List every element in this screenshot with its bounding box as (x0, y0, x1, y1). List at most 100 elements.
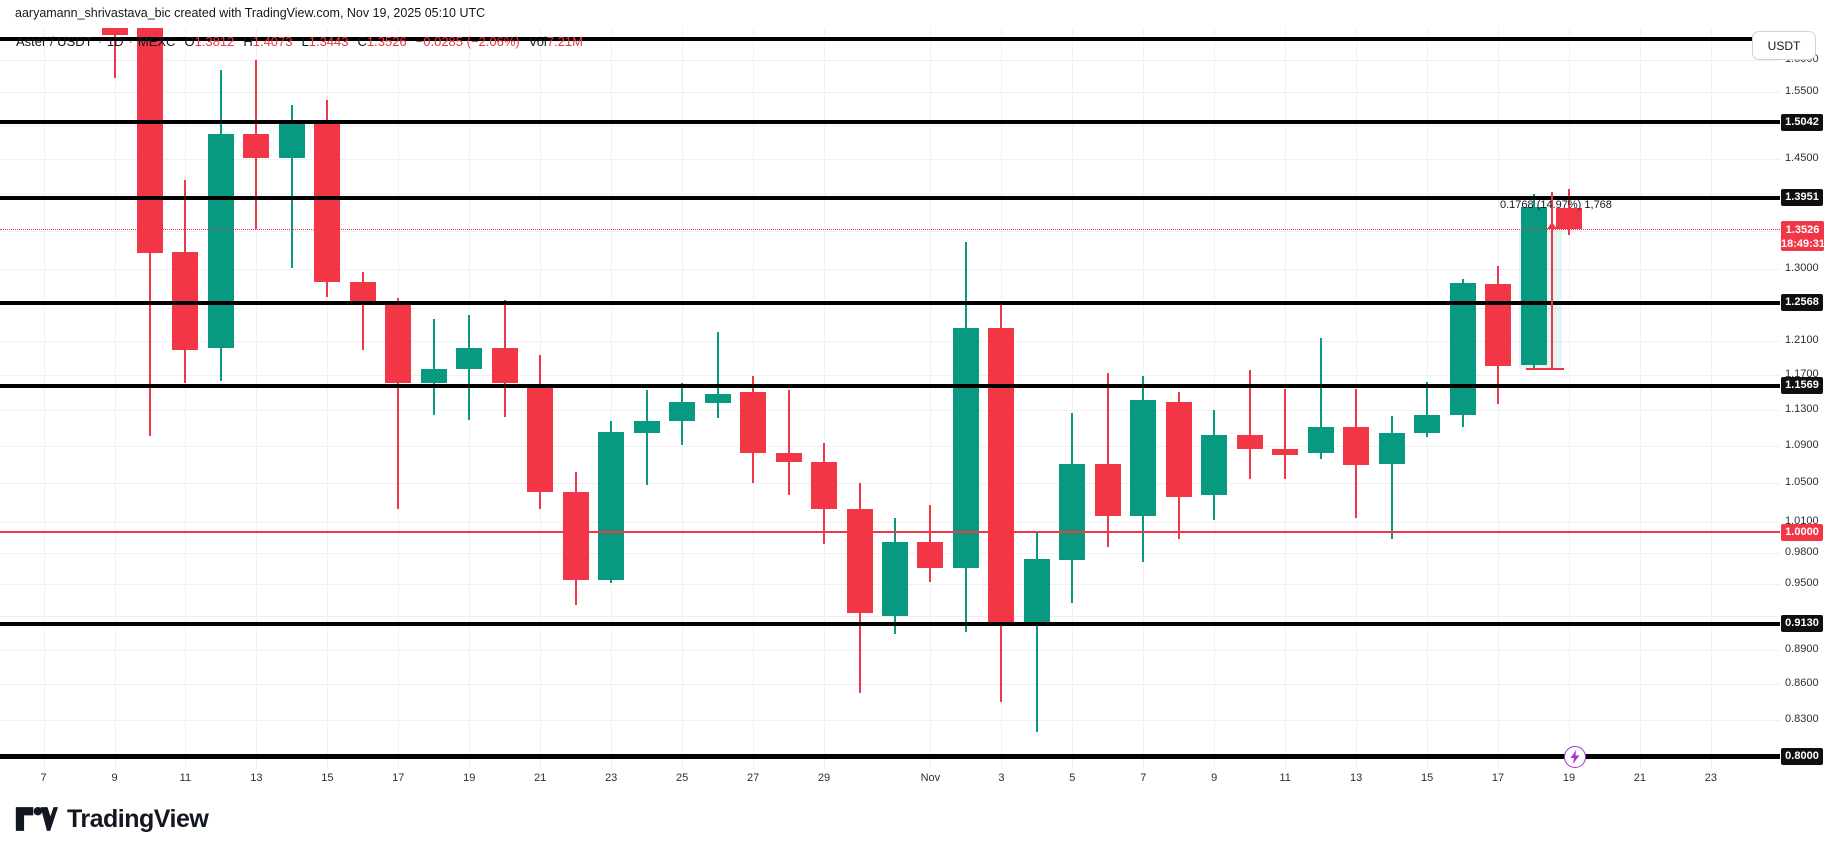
currency-toggle-button[interactable]: USDT (1752, 31, 1816, 60)
candle-body-Oct-22 (562, 492, 589, 580)
h-gridline (0, 308, 1780, 310)
candle-body-Nov-11 (1272, 448, 1299, 456)
candle-wick-Oct-24 (645, 390, 648, 486)
measure-label: 0.1768 (14.97%) 1,768 (1500, 199, 1612, 211)
candle-body-Nov-3 (988, 328, 1015, 623)
time-axis-label-25: 25 (675, 772, 689, 784)
legend-field-label: H (243, 34, 253, 49)
candle-wick-Oct-17 (397, 297, 400, 510)
legend-field-label: O (184, 34, 195, 49)
candle-wick-Nov-4 (1035, 533, 1038, 732)
legend-field-value: 1.3812 (194, 34, 235, 49)
time-axis-label-19: 19 (1562, 772, 1576, 784)
candle-wick-Nov-11 (1284, 389, 1287, 480)
top-attribution-bar: aaryamann_shrivastava_bic created with T… (0, 0, 1825, 28)
candle-body-Nov-9 (1201, 434, 1228, 495)
v-gridline (256, 28, 258, 769)
time-axis-label-13: 13 (250, 772, 263, 784)
time-axis-label-Nov: Nov (920, 772, 941, 784)
time-axis-label-15: 15 (321, 772, 334, 784)
measure-tool-baseline[interactable] (1526, 368, 1564, 371)
price-level-line-0.913[interactable] (0, 621, 1780, 626)
tradingview-logo-icon (15, 806, 58, 831)
tradingview-logo[interactable]: TradingView (14, 804, 209, 834)
price-axis-label-1.0900: 1.0900 (1785, 438, 1819, 451)
price-level-line-1.6337[interactable] (0, 37, 1780, 42)
price-axis-label-1.5500: 1.5500 (1785, 85, 1819, 97)
price-level-line-1.2568[interactable] (0, 300, 1780, 305)
v-gridline (185, 28, 187, 769)
v-gridline (1639, 28, 1641, 769)
time-axis-label-23: 23 (605, 772, 618, 784)
price-axis[interactable]: 1.60001.55001.45001.30001.21001.17001.13… (1780, 28, 1825, 769)
h-gridline (0, 268, 1780, 270)
lightning-icon[interactable] (1564, 746, 1586, 768)
h-gridline (0, 60, 1780, 62)
time-axis-label-7: 7 (40, 772, 47, 784)
price-axis-label-1.3000: 1.3000 (1785, 261, 1819, 274)
price-level-line-1.3951[interactable] (0, 195, 1780, 200)
time-axis-label-23: 23 (1704, 772, 1718, 784)
time-axis-label-17: 17 (392, 772, 405, 784)
candle-body-Oct-16 (349, 282, 376, 302)
candle-body-Oct-24 (633, 421, 660, 433)
time-axis-label-3: 3 (998, 772, 1005, 784)
candle-wick-Oct-18 (432, 318, 435, 415)
candle-body-Nov-2 (952, 328, 979, 569)
h-gridline (0, 719, 1780, 721)
candle-wick-Oct-14 (290, 105, 293, 268)
h-gridline (0, 91, 1780, 93)
candle-body-Oct-27 (740, 391, 767, 454)
candle-body-Oct-21 (527, 385, 554, 492)
price-level-line-red-1[interactable] (0, 531, 1780, 534)
chart-plot-area[interactable] (0, 28, 1780, 769)
price-level-line-1.1569[interactable] (0, 383, 1780, 388)
h-gridline (0, 340, 1780, 342)
price-axis-label-0.8900: 0.8900 (1785, 642, 1819, 655)
legend-exchange: MEXC (137, 34, 176, 49)
legend-field-value: −0.0285 (−2.06%) (415, 34, 520, 49)
price-axis-label-0.9800: 0.9800 (1785, 545, 1819, 558)
candle-wick-Nov-14 (1390, 415, 1393, 540)
candle-body-Nov-13 (1343, 426, 1370, 466)
legend-field-value: 7.21M (546, 34, 583, 49)
legend-interval: 1D (106, 34, 124, 49)
v-gridline (1072, 28, 1074, 769)
candle-body-Oct-28 (775, 453, 802, 462)
legend-field-label: Vol (528, 34, 547, 49)
price-level-line-0.8[interactable] (0, 754, 1780, 760)
time-axis-label-21: 21 (1633, 772, 1647, 784)
candle-wick-Oct-9 (113, 28, 116, 78)
tradingview-logo-text: TradingView (67, 804, 209, 833)
candle-body-Nov-6 (1094, 464, 1121, 517)
candle-wick-Oct-26 (716, 331, 719, 419)
candle-body-Oct-18 (420, 368, 447, 384)
symbol-legend[interactable]: Aster / USDT · 1D · MEXC O1.3812 H1.4073 L1.344… (16, 34, 583, 49)
candle-body-Oct-17 (385, 303, 412, 384)
measure-tool-vline[interactable] (1551, 192, 1553, 370)
candle-body-Nov-5 (1059, 463, 1086, 560)
candle-body-Nov-19 (1556, 207, 1582, 229)
price-axis-label-0.9500: 0.9500 (1785, 576, 1819, 589)
time-axis-label-17: 17 (1491, 772, 1505, 784)
candle-body-Nov-7 (1130, 399, 1157, 517)
v-gridline (1710, 28, 1712, 769)
legend-separator: · (97, 34, 102, 49)
candle-body-Nov-18 (1520, 206, 1547, 366)
time-axis[interactable]: 7 9 11 13 15 17 19 21 23 25 27 29 Nov 3 5 7 9 11 13 15 17 19 2… (0, 769, 1825, 799)
candle-body-Oct-10 (137, 28, 163, 253)
price-axis-label-1.1700: 1.1700 (1785, 367, 1819, 380)
time-axis-label-5: 5 (1069, 772, 1076, 784)
candle-body-Nov-10 (1236, 434, 1263, 449)
candle-body-Oct-9 (101, 28, 128, 36)
h-gridline (0, 616, 1780, 618)
legend-symbol: Aster / USDT (16, 34, 93, 49)
time-axis-label-9: 9 (1211, 772, 1218, 784)
current-price-badge: 1.3526 18:49:31 (1781, 220, 1825, 251)
price-level-line-1.5042[interactable] (0, 120, 1780, 125)
candle-body-Oct-14 (278, 121, 305, 159)
time-axis-label-7: 7 (1140, 772, 1147, 784)
candle-body-Oct-31 (882, 541, 908, 617)
v-gridline (1214, 28, 1216, 769)
candle-body-Nov-4 (1023, 558, 1050, 623)
